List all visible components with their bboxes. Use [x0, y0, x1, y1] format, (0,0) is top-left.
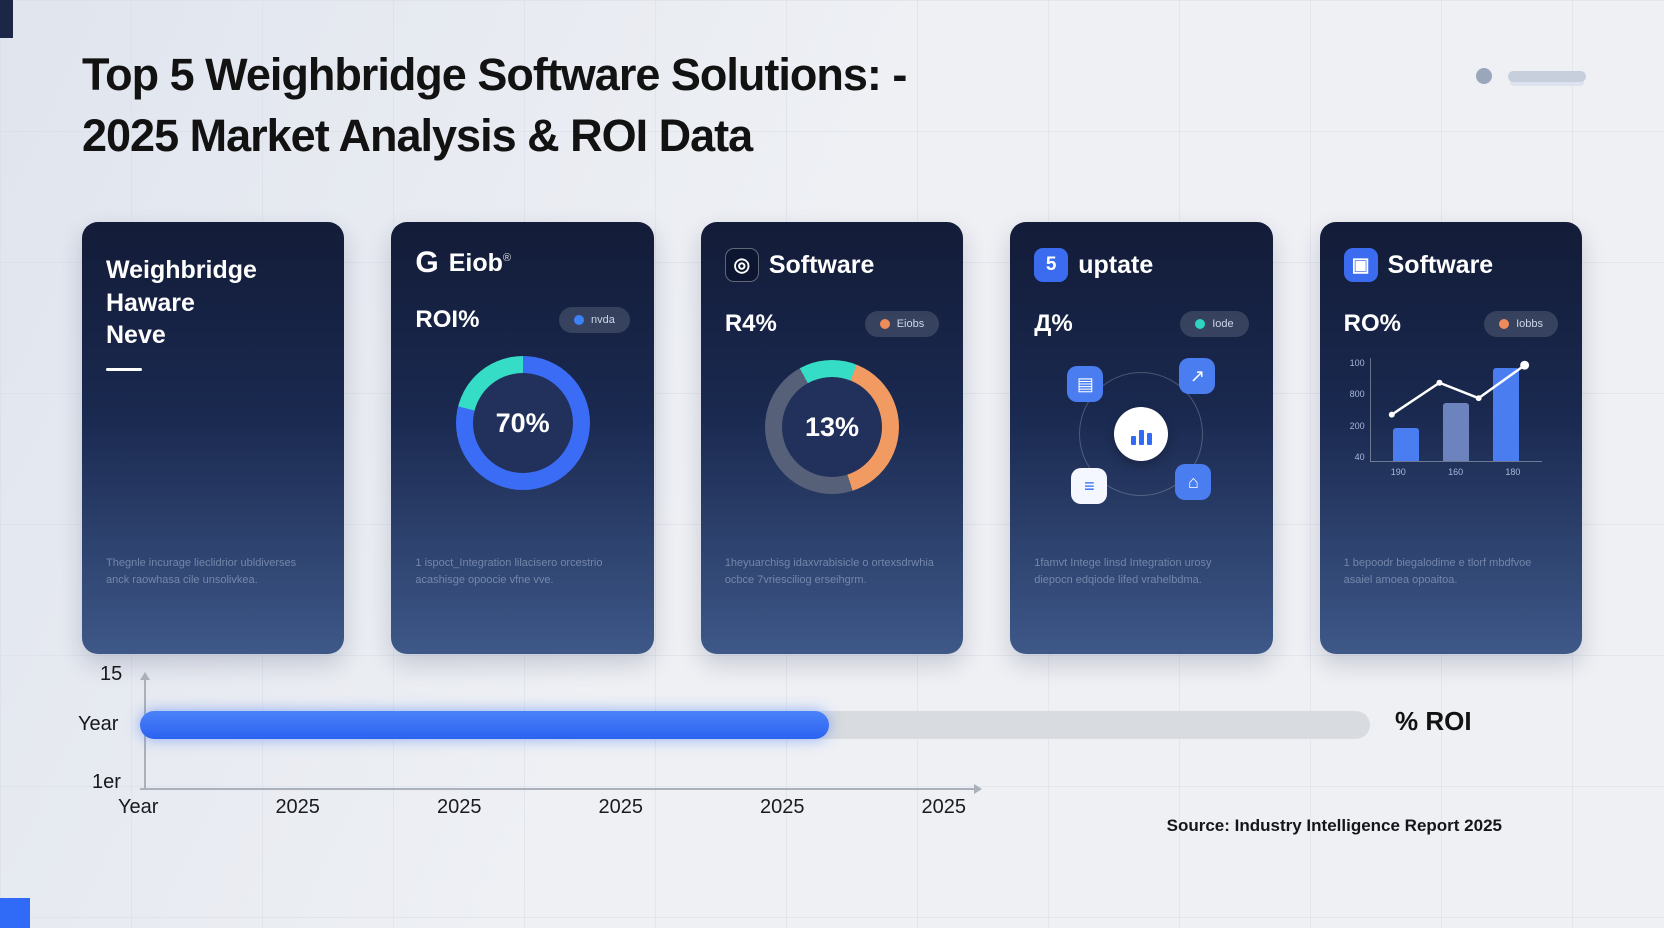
connector-ring	[1079, 372, 1204, 496]
donut-chart: 13%	[765, 360, 900, 494]
badge-dot	[879, 319, 890, 329]
card-uptate: 5 uptate Д% Iode ▤ ↗ ≡ ⌂ 1famvt Intege l…	[1010, 222, 1273, 654]
donut-chart: 70%	[455, 356, 590, 490]
page-title-line2: 2025 Market Analysis & ROI Data	[82, 110, 753, 162]
status-badge: Eiobs	[864, 311, 940, 337]
card-name: Software	[768, 250, 875, 279]
card-header: ▣ Software	[1343, 248, 1558, 282]
source-caption: Source: Industry Intelligence Report 202…	[1166, 816, 1502, 835]
badge-dot	[1499, 319, 1510, 329]
integration-diagram: ▤ ↗ ≡ ⌂	[1065, 358, 1217, 510]
timeline-y-mid-label: Year	[78, 713, 119, 735]
card-title-line: Neve	[106, 321, 166, 349]
card-row: Weighbridge Haware Neve Thegnle incurage…	[82, 222, 1583, 654]
card-weighbridge-hardware: Weighbridge Haware Neve Thegnle incurage…	[82, 222, 345, 654]
mini-bar-group	[1371, 358, 1542, 461]
roi-label: ROI%	[415, 306, 480, 333]
trend-icon: ↗	[1179, 358, 1216, 394]
mini-line	[1388, 360, 1529, 418]
card-name: Software	[1387, 250, 1494, 279]
badge-label: Iobbs	[1516, 318, 1544, 330]
page-title-line1: Top 5 Weighbridge Software Solutions: -	[82, 49, 907, 100]
card-title-line: Haware	[106, 288, 195, 317]
dot-icon	[1476, 68, 1492, 84]
roi-label: Д%	[1034, 310, 1073, 337]
number-5-logo-icon: 5	[1034, 248, 1069, 282]
donut-center-label: 13%	[804, 411, 860, 442]
software-logo-icon: ◎	[724, 248, 759, 282]
card-header: ◎ Software	[724, 248, 939, 282]
roi-label: RO%	[1343, 310, 1401, 337]
card-title-line: Weighbridge	[106, 256, 257, 284]
mini-plot	[1369, 358, 1542, 462]
mini-bar-chart: 100 800 200 40 190 160 180	[1344, 358, 1558, 477]
roi-row: ROI% nvda	[415, 306, 630, 334]
timeline-x-labels: Year 2025 2025 2025 2025 2025	[118, 796, 966, 818]
roi-row: Д% Iode	[1034, 310, 1249, 338]
bar-chart-icon	[1114, 407, 1169, 461]
badge-label: Eiobs	[896, 318, 925, 330]
page-title: Top 5 Weighbridge Software Solutions: - …	[82, 44, 907, 166]
roi-row: RO% Iobbs	[1343, 310, 1559, 338]
badge-label: nvda	[590, 314, 615, 326]
header-decoration	[1476, 68, 1586, 84]
card-name: uptate	[1078, 250, 1154, 279]
edge-accent-top-left	[0, 0, 13, 38]
card-title: Weighbridge Haware Neve	[106, 254, 320, 352]
card-software-donut: ◎ Software R4% Eiobs 13% 1heyuarchisg id…	[700, 222, 964, 654]
list-icon: ≡	[1071, 468, 1108, 504]
bar-icon	[1508, 70, 1586, 82]
timeline-horizontal-axis	[140, 784, 982, 794]
card-eiob: G Eiob® ROI% nvda 70% 1 ispoct_Integrati…	[391, 222, 654, 654]
status-badge: Iode	[1180, 311, 1249, 337]
card-description: 1famvt Intege linsd Integration urosy di…	[1034, 556, 1212, 587]
donut-center-label: 70%	[495, 407, 550, 438]
card-software-barchart: ▣ Software RO% Iobbs 100 800 200 40 190 160 1…	[1319, 222, 1583, 654]
card-header: G Eiob®	[415, 248, 629, 278]
status-badge: Iobbs	[1484, 311, 1559, 337]
card-description: 1 ispoct_Integration lilacisero orcestri…	[415, 556, 603, 587]
status-badge: nvda	[558, 307, 630, 333]
card-description: 1heyuarchisg idaxvrabisicle o ortexsdrwh…	[724, 556, 934, 587]
roi-axis-label: % ROI	[1395, 706, 1472, 736]
roi-label: R4%	[724, 310, 777, 337]
card-description: Thegnle incurage lieclidrior ubldiverses…	[106, 556, 297, 587]
timeline-fill	[140, 711, 829, 739]
roi-row: R4% Eiobs	[724, 310, 940, 338]
mini-y-labels: 100 800 200 40	[1349, 358, 1365, 462]
registered-mark: ®	[502, 252, 512, 265]
title-underline	[106, 367, 142, 371]
badge-dot	[573, 315, 584, 325]
card-description: 1 bepoodr biegalodime e tlorf mbdfvoe as…	[1343, 556, 1532, 587]
donut-center: 13%	[782, 377, 883, 477]
card-header: 5 uptate	[1034, 248, 1248, 282]
badge-dot	[1195, 319, 1206, 329]
mini-x-labels: 190 160 180	[1390, 467, 1521, 477]
edge-accent-bottom-left	[0, 898, 30, 928]
card-name: Eiob®	[449, 249, 511, 278]
timeline-y-top-label: 15	[100, 663, 123, 685]
window-icon: ▤	[1067, 366, 1104, 402]
timeline-track	[140, 711, 1370, 739]
square-logo-icon: ▣	[1343, 248, 1378, 282]
building-icon: ⌂	[1175, 464, 1212, 500]
card-name-text: Eiob	[448, 248, 503, 277]
timeline-y-bottom-label: 1er	[92, 771, 121, 793]
g-logo-icon: G	[415, 246, 439, 279]
badge-label: Iode	[1212, 318, 1234, 330]
donut-center: 70%	[472, 373, 573, 473]
